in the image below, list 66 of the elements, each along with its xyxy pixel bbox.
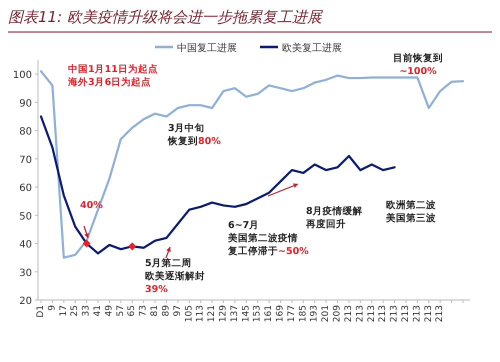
x-tick-label: 193 [310,305,320,322]
annotation: 海外3月6日为起点 [67,76,152,88]
annotation: 6~7月 [228,220,260,231]
chart-title: 图表11: 欧美疫情升级将会进一步拖累复工进展 [8,8,323,26]
annotation: 复工停滞于~50% [227,245,310,257]
x-tick-label: 213 [390,305,400,322]
annotation: 再度回升 [305,218,346,230]
annotation: 欧美逐渐解封 [145,270,205,282]
x-tick-label: 49 [104,304,114,316]
x-tick-label: 9 [47,304,58,311]
y-tick-label: 40 [19,240,32,251]
x-tick-label: 213 [344,305,354,322]
x-tick-label: 177 [286,305,297,322]
annotation: 3月中旬 [168,122,205,134]
y-tick-label: 30 [19,268,32,279]
annotation: 欧洲第二波 [386,199,436,211]
x-tick-label: 169 [276,304,286,322]
x-tick-label: 213 [400,305,411,322]
y-tick-label: 50 [19,211,32,222]
x-tick-label: 73 [138,305,149,316]
x-tick-label: 213 [378,305,388,322]
y-tick-label: 80 [19,126,32,138]
y-tick-label: 90 [19,98,32,110]
x-tick-label: 201 [321,305,332,322]
annotation: 39% [145,284,168,295]
x-tick-label: 213 [424,305,434,322]
annotation: 美国第二波疫情 [227,232,298,244]
x-tick-label: 97 [172,305,183,316]
annotation: 8月疫情缓解 [306,205,363,217]
x-tick-label: 213 [412,305,422,322]
line-series [40,115,396,255]
x-tick-label: 145 [241,305,252,322]
y-tick-label: 100 [12,70,32,82]
annotation: 中国1月11日为起点 [68,63,158,75]
x-tick-label: 213 [366,305,377,322]
x-tick-label: 213 [435,305,446,322]
x-tick-label: 65 [127,305,138,316]
annotation: 目前恢复到 [393,52,443,64]
x-tick-label: 41 [93,305,104,316]
legend-label: 中国复工进展 [177,42,237,54]
x-tick-label: D1 [36,305,46,318]
annotation: ~100% [399,66,438,77]
x-tick-label: 185 [298,305,308,322]
x-tick-label: 153 [252,305,263,322]
x-tick-label: 81 [150,305,160,316]
x-tick-label: 57 [116,305,126,316]
annotation: 40% [80,200,104,211]
annotation: 美国第三波 [385,212,436,224]
legend-label: 欧美复工进展 [282,42,342,54]
x-tick-label: 25 [70,305,80,316]
x-tick-label: 209 [332,304,343,322]
x-tick-label: 89 [161,304,172,316]
x-tick-label: 213 [355,305,366,322]
x-tick-label: 137 [230,305,240,322]
x-tick-label: 113 [196,305,206,322]
x-tick-label: 161 [264,305,274,322]
annotation: 恢复到80% [167,135,222,147]
y-tick-label: 70 [19,154,32,166]
annotation: 5月第二周 [145,257,192,269]
x-tick-label: 129 [218,304,228,322]
y-tick-label: 20 [19,296,32,307]
x-tick-label: 33 [82,305,92,316]
x-tick-label: 105 [184,305,194,322]
y-tick-label: 60 [19,183,32,194]
x-tick-label: 17 [58,305,69,316]
x-tick-label: 121 [207,305,218,322]
